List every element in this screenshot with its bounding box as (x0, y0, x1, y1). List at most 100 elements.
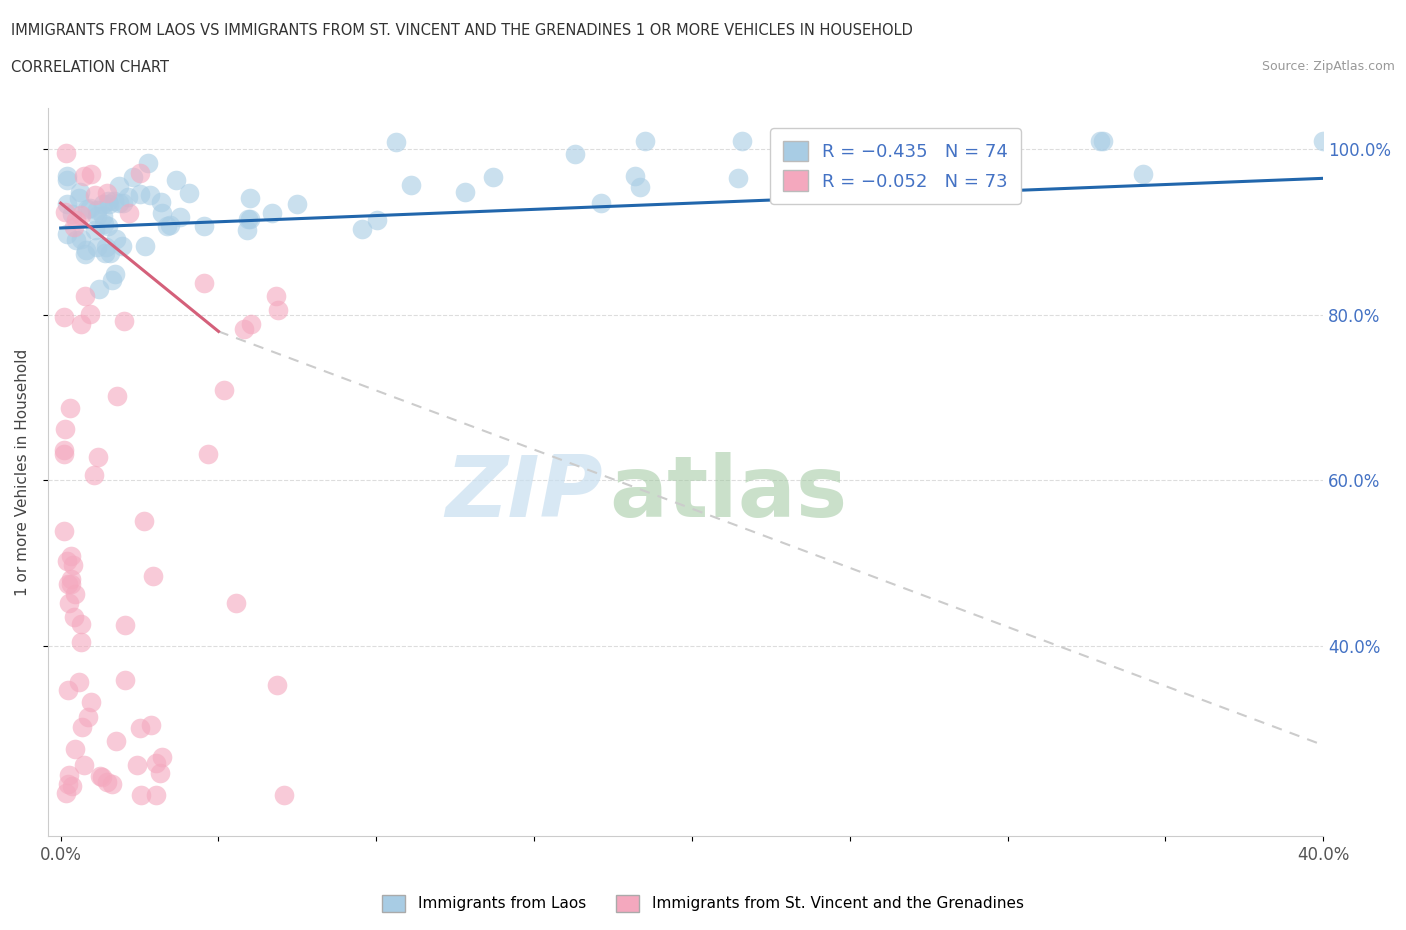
Point (267, 303, 290, 318)
Point (67, 191, 90, 206)
Point (59, 549, 82, 564)
Point (56, 172, 79, 187)
Point (634, 134, 657, 149)
Point (731, 134, 754, 149)
Point (96, 239, 118, 254)
Text: atlas: atlas (609, 452, 848, 536)
Legend: R = −0.435   N = 74, R = −0.052   N = 73: R = −0.435 N = 74, R = −0.052 N = 73 (770, 128, 1021, 204)
Point (149, 194, 172, 209)
Point (1090, 134, 1112, 149)
Point (56, 577, 79, 591)
Point (75, 243, 97, 258)
Point (454, 184, 477, 199)
Point (58, 595, 80, 610)
Point (260, 206, 283, 220)
Point (118, 206, 141, 220)
Point (56, 168, 79, 183)
Point (239, 191, 262, 206)
Point (83, 188, 105, 203)
Point (128, 166, 150, 180)
Point (159, 218, 181, 232)
Point (60, 577, 83, 591)
Point (385, 134, 408, 149)
Point (1092, 134, 1115, 149)
Point (63, 742, 86, 757)
Point (150, 750, 173, 764)
Point (399, 178, 422, 193)
Point (91, 209, 114, 224)
Point (70, 207, 93, 222)
Point (129, 788, 152, 803)
Point (79, 306, 101, 321)
Point (56, 777, 79, 791)
Point (98, 196, 121, 211)
Point (366, 212, 388, 227)
Point (108, 195, 131, 210)
Point (193, 275, 215, 290)
Point (589, 195, 612, 210)
Point (56, 196, 79, 211)
Point (63, 586, 86, 601)
Point (70, 719, 93, 734)
Point (169, 210, 191, 225)
Point (233, 322, 256, 337)
Point (56, 683, 79, 698)
Point (112, 313, 135, 328)
Point (77, 710, 100, 724)
Point (129, 187, 152, 202)
Point (69, 184, 91, 199)
Point (100, 246, 122, 260)
Point (105, 734, 128, 749)
Point (59, 400, 82, 415)
Point (84, 222, 107, 237)
Point (111, 239, 134, 254)
Point (122, 169, 145, 184)
Point (52, 310, 75, 325)
Point (60, 207, 83, 222)
Point (104, 266, 127, 281)
Point (273, 788, 295, 803)
Point (65, 212, 87, 227)
Point (193, 219, 215, 233)
Point (129, 721, 152, 736)
Point (63, 609, 86, 624)
Point (91, 769, 114, 784)
Text: IMMIGRANTS FROM LAOS VS IMMIGRANTS FROM ST. VINCENT AND THE GRENADINES 1 OR MORE: IMMIGRANTS FROM LAOS VS IMMIGRANTS FROM … (11, 23, 912, 38)
Point (96, 186, 118, 201)
Point (87, 450, 110, 465)
Point (136, 155, 159, 170)
Point (53, 442, 76, 457)
Point (87, 282, 110, 297)
Point (103, 193, 125, 208)
Point (150, 206, 173, 220)
Point (97, 193, 120, 208)
Point (67, 674, 90, 689)
Point (628, 180, 651, 195)
Point (145, 755, 167, 770)
Point (104, 232, 127, 246)
Point (117, 189, 139, 204)
Point (214, 382, 236, 397)
Point (80, 166, 103, 181)
Point (83, 468, 105, 483)
Point (139, 188, 162, 203)
Point (149, 765, 172, 780)
Point (101, 777, 124, 791)
Point (197, 446, 219, 461)
Point (63, 219, 86, 234)
Point (239, 212, 262, 227)
Point (86, 240, 108, 255)
Point (285, 196, 308, 211)
Point (727, 170, 749, 185)
Point (108, 179, 131, 193)
Point (70, 617, 93, 631)
Text: CORRELATION CHART: CORRELATION CHART (11, 60, 169, 75)
Point (60, 779, 83, 794)
Point (156, 219, 179, 233)
Point (266, 677, 288, 692)
Point (624, 169, 647, 184)
Point (105, 389, 128, 404)
Text: Source: ZipAtlas.com: Source: ZipAtlas.com (1261, 60, 1395, 73)
Y-axis label: 1 or more Vehicles in Household: 1 or more Vehicles in Household (15, 349, 30, 596)
Point (482, 170, 505, 185)
